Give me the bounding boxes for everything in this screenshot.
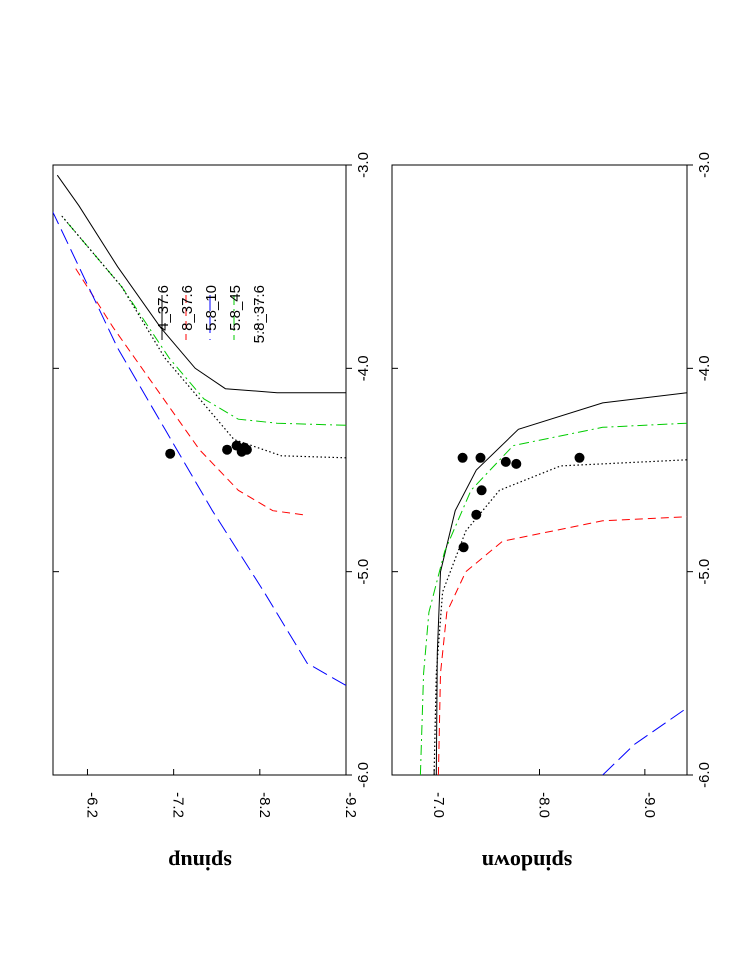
- y-tick-label: -9.2: [342, 792, 359, 818]
- x-tick-label: -4.0: [355, 355, 372, 381]
- legend-label: 5.8_37.6: [251, 285, 268, 343]
- y-tick-label: -8.0: [536, 792, 553, 818]
- x-tick-label: -5.0: [696, 559, 713, 585]
- data-point: [471, 509, 482, 520]
- spinup-axis-label: spinup: [168, 850, 232, 875]
- series-line-8-37-6: [74, 266, 303, 516]
- spindown-plot-frame: [391, 164, 688, 776]
- spinup-y-ticks: -6.2 -7.2 -8.2 -9.2: [83, 769, 359, 818]
- series-line-4-37-6: [56, 174, 346, 394]
- series-line-8-37-6: [437, 516, 687, 775]
- legend: 4_37.6 8_37.6 5.8_10 5.8_45 5.8_37.6: [155, 285, 268, 343]
- data-point: [574, 452, 585, 463]
- data-point: [165, 448, 176, 459]
- x-tick-label: -4.0: [696, 355, 713, 381]
- data-point: [241, 444, 252, 455]
- data-point: [475, 452, 486, 463]
- data-point: [222, 444, 233, 455]
- data-point: [500, 456, 511, 467]
- panel-spindown: -6.0 -5.0 -4.0 -3.0 -9.0 -8.0 -7.0 spindown: [391, 152, 713, 875]
- y-tick-label: -6.2: [83, 792, 100, 818]
- data-point: [511, 458, 522, 469]
- data-point: [476, 485, 487, 496]
- x-tick-label: -3.0: [696, 152, 713, 178]
- series-line-4-37-6: [435, 392, 687, 775]
- spindown-plot: [419, 392, 687, 775]
- panel-spinup: -6.0 -5.0 -4.0 -3.0 -6.2 -7.2 -8.2 -9.2 spinup…: [52, 152, 372, 875]
- series-line-5-8-10: [53, 211, 346, 686]
- spindown-axis-label: spindown: [482, 850, 573, 875]
- y-tick-label: -9.0: [641, 792, 658, 818]
- series-line-5-8-37-6: [433, 459, 687, 775]
- legend-label: 4_37.6: [155, 285, 172, 331]
- legend-label: 5.8_45: [227, 285, 244, 331]
- spinup-x-ticks: -6.0 -5.0 -4.0 -3.0: [53, 152, 372, 788]
- series-line-5-8-45: [419, 422, 687, 775]
- y-tick-label: -7.2: [170, 792, 187, 818]
- spinup-plot: [53, 174, 346, 686]
- x-tick-label: -5.0: [355, 559, 372, 585]
- legend-label: 8_37.6: [179, 285, 196, 331]
- x-tick-label: -6.0: [355, 762, 372, 788]
- spinup-plot-frame: [52, 164, 347, 776]
- y-tick-label: -8.2: [256, 792, 273, 818]
- spindown-y-ticks: -9.0 -8.0 -7.0: [430, 769, 658, 818]
- data-point: [458, 542, 469, 553]
- series-line-5-8-10: [602, 707, 687, 775]
- data-point: [457, 452, 468, 463]
- x-tick-label: -3.0: [355, 152, 372, 178]
- series-line-5-8-37-6: [61, 215, 346, 459]
- spindown-x-ticks: -6.0 -5.0 -4.0 -3.0: [392, 152, 713, 788]
- legend-label: 5.8_10: [203, 285, 220, 331]
- x-tick-label: -6.0: [696, 762, 713, 788]
- y-tick-label: -7.0: [430, 792, 447, 818]
